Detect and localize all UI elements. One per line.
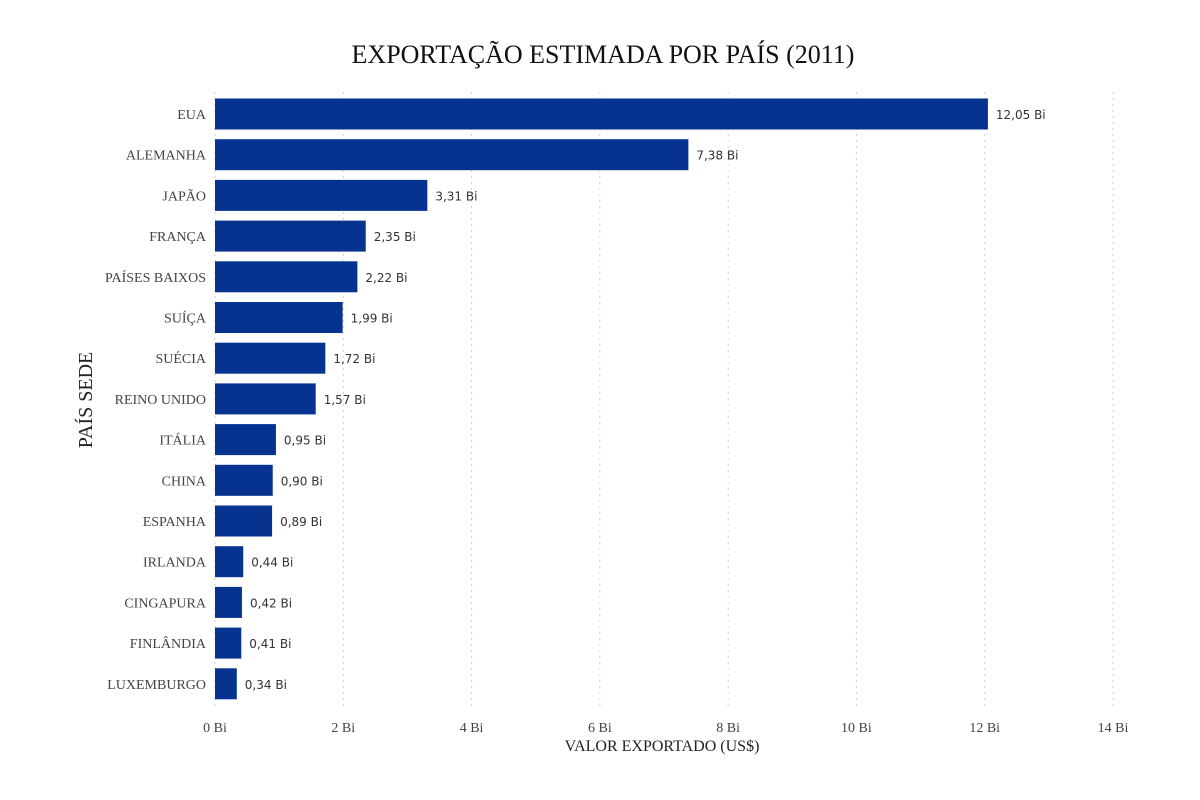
x-tick-label: 2 Bi	[331, 721, 355, 736]
bar	[215, 179, 428, 211]
y-axis-title: PAÍS SEDE	[74, 352, 97, 449]
bar	[215, 220, 366, 252]
x-tick-label: 8 Bi	[716, 721, 740, 736]
bar	[215, 668, 237, 700]
data-label: 0,34 Bi	[245, 678, 287, 692]
category-label: REINO UNIDO	[115, 393, 206, 408]
data-label: 7,38 Bi	[696, 149, 738, 163]
data-label: 0,42 Bi	[250, 596, 292, 610]
x-axis-title: VALOR EXPORTADO (US$)	[565, 738, 760, 755]
bar	[215, 627, 242, 659]
bar	[215, 424, 276, 456]
bar	[215, 546, 244, 578]
data-label: 2,35 Bi	[374, 230, 416, 244]
data-label: 0,44 Bi	[251, 556, 293, 570]
bar	[215, 139, 689, 171]
category-label: FINLÂNDIA	[130, 635, 207, 652]
data-label: 12,05 Bi	[996, 108, 1046, 122]
category-labels: EUA ALEMANHA JAPÃO FRANÇA PAÍSES BAIXOS SUÍÇA…	[105, 108, 207, 693]
data-label: 0,89 Bi	[280, 515, 322, 529]
category-label: ITÁLIA	[159, 432, 207, 449]
bar	[215, 261, 358, 293]
data-label: 0,95 Bi	[284, 434, 326, 448]
x-tick-label: 12 Bi	[969, 721, 1000, 736]
x-tick-label: 4 Bi	[460, 721, 484, 736]
data-label: 0,41 Bi	[249, 637, 291, 651]
category-label: JAPÃO	[162, 188, 206, 204]
bars	[215, 98, 988, 700]
category-label: SUÉCIA	[155, 350, 206, 367]
category-label: FRANÇA	[149, 230, 207, 245]
bar	[215, 342, 326, 374]
data-label: 3,31 Bi	[435, 189, 477, 203]
data-label: 2,22 Bi	[365, 271, 407, 285]
data-label: 1,57 Bi	[324, 393, 366, 407]
x-tick-labels: 0 Bi 2 Bi 4 Bi 6 Bi 8 Bi 10 Bi 12 Bi 14 Bi	[203, 721, 1128, 736]
bar	[215, 98, 988, 130]
category-label: ALEMANHA	[126, 149, 207, 164]
bar	[215, 586, 242, 618]
category-label: PAÍSES BAIXOS	[105, 269, 206, 286]
category-label: EUA	[177, 108, 207, 123]
bar	[215, 302, 343, 333]
category-label: IRLANDA	[143, 556, 207, 571]
chart-title: EXPORTAÇÃO ESTIMADA POR PAÍS (2011)	[352, 40, 855, 69]
bar	[215, 464, 273, 496]
category-label: ESPANHA	[143, 515, 207, 530]
data-label: 1,72 Bi	[333, 352, 375, 366]
category-label: CHINA	[162, 474, 207, 489]
x-tick-label: 14 Bi	[1098, 721, 1129, 736]
category-label: LUXEMBURGO	[107, 678, 206, 693]
x-tick-label: 10 Bi	[841, 721, 872, 736]
data-labels: 12,05 Bi 7,38 Bi 3,31 Bi 2,35 Bi 2,22 Bi 1,99…	[245, 108, 1046, 692]
category-label: SUÍÇA	[164, 310, 207, 327]
x-tick-label: 6 Bi	[588, 721, 612, 736]
x-tick-label: 0 Bi	[203, 721, 227, 736]
category-label: CINGAPURA	[124, 596, 207, 611]
data-label: 0,90 Bi	[281, 474, 323, 488]
data-label: 1,99 Bi	[351, 312, 393, 326]
bar	[215, 383, 316, 415]
bar	[215, 505, 273, 537]
